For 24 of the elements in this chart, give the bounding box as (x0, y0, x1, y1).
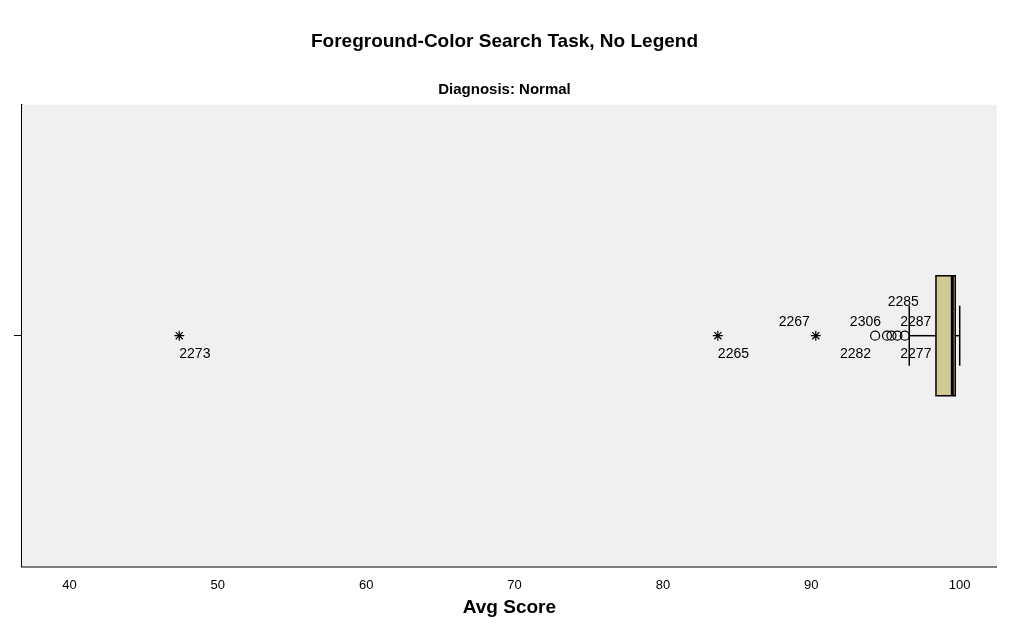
x-tick-label: 40 (62, 576, 77, 592)
x-tick-label: 100 (948, 576, 971, 592)
x-tick-label: 70 (507, 576, 522, 592)
annotation: 2306 (849, 312, 882, 329)
chart-subtitle: Diagnosis: Normal (438, 79, 571, 97)
point (870, 330, 881, 341)
annotation: 2267 (778, 312, 810, 329)
annotation: 2285 (887, 292, 920, 309)
point (886, 330, 897, 341)
x-axis-title: Avg Score (462, 595, 557, 617)
point (892, 330, 903, 341)
point (810, 330, 822, 342)
x-tick-label: 60 (358, 576, 374, 592)
point (899, 330, 910, 341)
annotation: 2265 (717, 344, 750, 361)
chart-title: Foreground-Color Search Task, No Legend (310, 29, 699, 51)
x-tick-label: 80 (655, 576, 671, 592)
x-tick-label: 50 (210, 576, 226, 592)
point (712, 330, 724, 342)
point (173, 330, 185, 342)
annotation: 2282 (839, 344, 872, 361)
x-tick-label: 90 (804, 576, 819, 592)
annotation: 2273 (179, 344, 211, 361)
point (881, 330, 893, 341)
